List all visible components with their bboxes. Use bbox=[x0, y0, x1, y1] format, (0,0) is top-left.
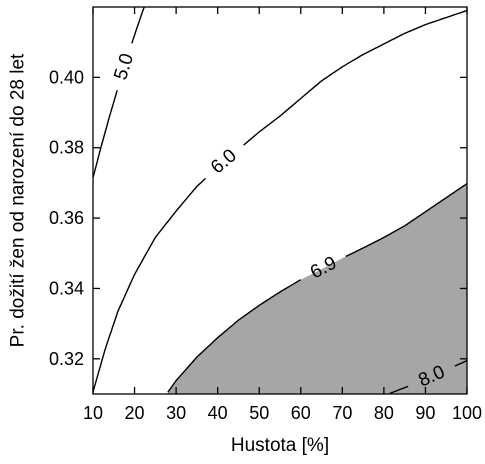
x-tick-label: 50 bbox=[249, 403, 269, 423]
plot-frame bbox=[92, 6, 468, 395]
contour-line-5-0 bbox=[131, 7, 146, 44]
contour-line-5-0 bbox=[93, 90, 118, 178]
y-tick-label: 0.36 bbox=[49, 208, 84, 228]
contour-line-6-9 bbox=[167, 279, 302, 393]
contour-line-8-0 bbox=[454, 359, 467, 367]
y-tick-label: 0.34 bbox=[49, 278, 84, 298]
x-tick-label: 90 bbox=[415, 403, 435, 423]
y-axis: 0.32 0.34 0.36 0.38 0.40 bbox=[49, 67, 467, 369]
x-tick-label: 60 bbox=[291, 403, 311, 423]
x-tick-label: 30 bbox=[166, 403, 186, 423]
x-tick-label: 10 bbox=[83, 403, 103, 423]
contour-line-8-0 bbox=[389, 385, 409, 394]
x-axis: 10 20 30 40 50 60 70 80 90 100 bbox=[83, 7, 482, 423]
y-tick-label: 0.32 bbox=[49, 349, 84, 369]
contour-line-6-9 bbox=[345, 183, 467, 258]
y-tick-label: 0.38 bbox=[49, 138, 84, 158]
contour-lines bbox=[93, 7, 467, 394]
x-tick-label: 80 bbox=[374, 403, 394, 423]
x-tick-label: 100 bbox=[452, 403, 482, 423]
contour-line-6-0 bbox=[243, 9, 467, 146]
contour-label-5-0: 5.0 bbox=[110, 51, 138, 82]
y-tick-label: 0.40 bbox=[49, 67, 84, 87]
x-tick-label: 40 bbox=[208, 403, 228, 423]
shaded-region bbox=[167, 183, 468, 394]
contour-label-6-0: 6.0 bbox=[207, 145, 241, 178]
y-axis-title: Pr. dožití žen od narození do 28 let bbox=[8, 53, 29, 347]
x-tick-label: 20 bbox=[125, 403, 145, 423]
x-tick-label: 70 bbox=[332, 403, 352, 423]
x-axis-title: Hustota [%] bbox=[231, 435, 329, 456]
shaded-area bbox=[167, 183, 468, 394]
contour-line-6-0 bbox=[93, 177, 206, 393]
